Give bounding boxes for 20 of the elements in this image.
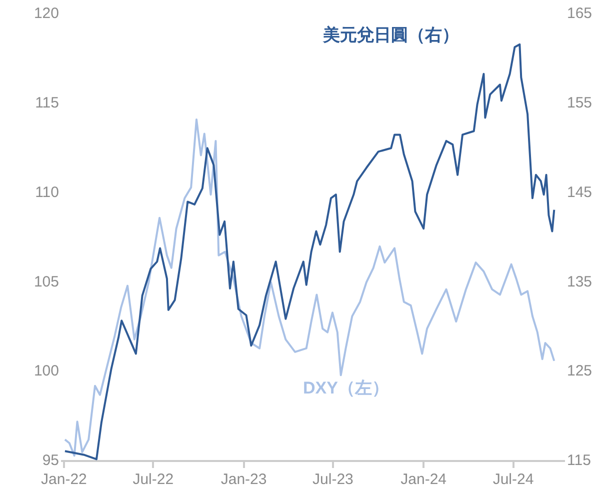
x-tick-label: Jul-22 [132, 471, 174, 488]
y2-tick-label: 155 [567, 94, 592, 112]
x-tick-label: Jan-24 [400, 471, 447, 488]
y2-tick-label: 165 [567, 5, 592, 22]
y-tick-label: 115 [35, 94, 59, 112]
x-tick-label: Jul-23 [312, 471, 354, 488]
x-tick-label: Jul-24 [492, 471, 534, 488]
y2-tick-label: 135 [567, 273, 592, 290]
y-tick-label: 100 [34, 362, 59, 380]
y2-tick-label: 115 [567, 452, 591, 470]
y2-tick-label: 145 [567, 184, 592, 201]
y-tick-label: 105 [34, 273, 59, 290]
x-tick-label: Jan-23 [220, 471, 267, 488]
x-tick-label: Jan-22 [41, 471, 87, 488]
series-label: DXY（左） [302, 378, 389, 398]
y-tick-label: 110 [35, 184, 59, 201]
text: 美元兌日圓（右） [322, 26, 460, 45]
y-tick-label: 120 [34, 5, 59, 22]
y2-tick-label: 125 [567, 362, 592, 380]
y-tick-label: 95 [42, 452, 59, 470]
